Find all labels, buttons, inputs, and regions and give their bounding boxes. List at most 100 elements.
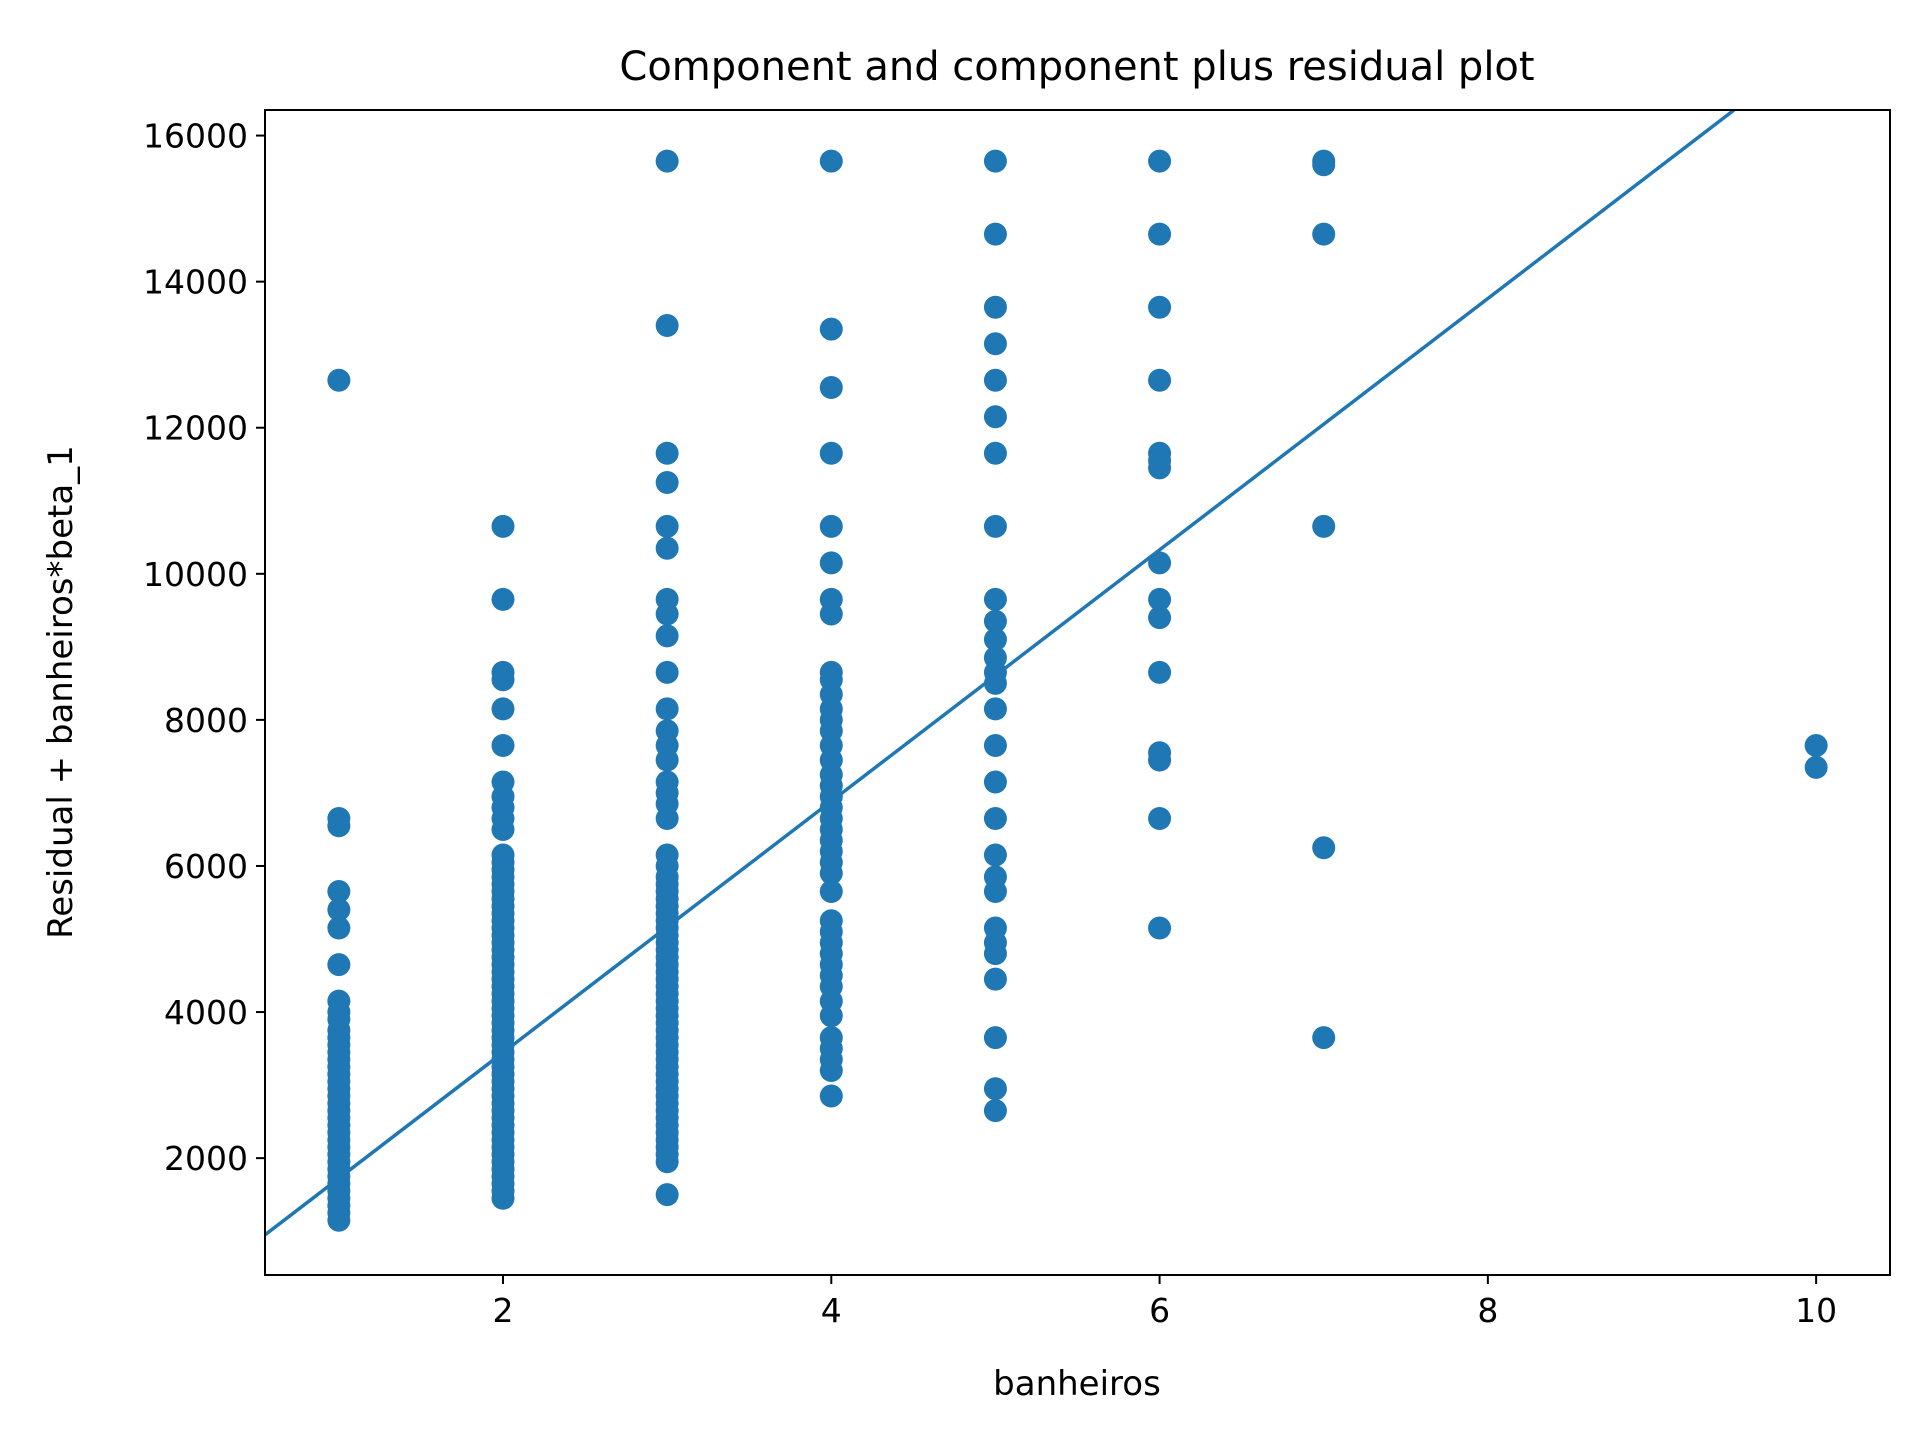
scatter-point xyxy=(983,332,1007,356)
y-tick-label: 10000 xyxy=(143,555,248,594)
scatter-point xyxy=(491,1186,515,1210)
scatter-point xyxy=(1148,806,1172,830)
y-tick-label: 16000 xyxy=(143,117,248,156)
scatter-point xyxy=(655,1150,679,1174)
scatter-point xyxy=(983,671,1007,695)
scatter-point xyxy=(1148,606,1172,630)
scatter-point xyxy=(655,441,679,465)
scatter-point xyxy=(819,1058,843,1082)
scatter-point xyxy=(1312,1026,1336,1050)
y-tick-label: 4000 xyxy=(164,993,248,1032)
scatter-point xyxy=(327,368,351,392)
scatter-point xyxy=(1148,748,1172,772)
scatter-point xyxy=(1804,733,1828,757)
y-tick-label: 14000 xyxy=(143,263,248,302)
x-tick-label: 4 xyxy=(821,1291,842,1330)
scatter-point xyxy=(983,967,1007,991)
scatter-point xyxy=(819,317,843,341)
scatter-point xyxy=(1148,456,1172,480)
chart-title: Component and component plus residual pl… xyxy=(619,44,1534,90)
scatter-point xyxy=(819,880,843,904)
scatter-point xyxy=(655,149,679,173)
scatter-point xyxy=(327,916,351,940)
scatter-point xyxy=(655,536,679,560)
scatter-point xyxy=(819,149,843,173)
scatter-point xyxy=(491,733,515,757)
scatter-point xyxy=(983,1026,1007,1050)
scatter-point xyxy=(327,814,351,838)
scatter-point xyxy=(655,313,679,337)
axes-frame xyxy=(264,109,1891,1276)
scatter-point xyxy=(491,587,515,611)
scatter-point xyxy=(983,628,1007,652)
scatter-point xyxy=(983,587,1007,611)
scatter-point xyxy=(1148,149,1172,173)
scatter-point xyxy=(819,441,843,465)
scatter-point xyxy=(491,817,515,841)
scatter-point xyxy=(655,602,679,626)
scatter-point xyxy=(983,733,1007,757)
y-tick-label: 6000 xyxy=(164,847,248,886)
scatter-point xyxy=(655,660,679,684)
x-tick-label: 6 xyxy=(1149,1291,1170,1330)
scatter-point xyxy=(983,368,1007,392)
scatter-point xyxy=(819,602,843,626)
scatter-point xyxy=(491,514,515,538)
scatter-point xyxy=(819,1084,843,1108)
scatter-point xyxy=(983,295,1007,319)
scatter-point xyxy=(491,697,515,721)
scatter-point xyxy=(655,748,679,772)
scatter-point xyxy=(655,697,679,721)
scatter-point xyxy=(819,514,843,538)
scatter-point xyxy=(983,609,1007,633)
y-tick-label: 8000 xyxy=(164,701,248,740)
scatter-point xyxy=(819,861,843,885)
scatter-point xyxy=(983,843,1007,867)
scatter-point xyxy=(655,806,679,830)
scatter-point xyxy=(327,898,351,922)
scatter-point xyxy=(1148,916,1172,940)
fit-line xyxy=(265,110,1736,1237)
plot-area xyxy=(265,110,1828,1237)
scatter-point xyxy=(983,806,1007,830)
scatter-point xyxy=(327,880,351,904)
scatter-point xyxy=(819,1004,843,1028)
scatter-point xyxy=(819,376,843,400)
scatter-point xyxy=(983,1077,1007,1101)
x-tick-label: 8 xyxy=(1477,1291,1498,1330)
scatter-point xyxy=(983,770,1007,794)
y-tick-label: 12000 xyxy=(143,409,248,448)
x-axis: 2 4 6 8 10 xyxy=(493,1275,1837,1330)
x-tick-label: 2 xyxy=(493,1291,514,1330)
scatter-point xyxy=(819,551,843,575)
scatter-point xyxy=(655,471,679,495)
scatter-point xyxy=(1312,836,1336,860)
scatter-point xyxy=(1312,222,1336,246)
scatter-point xyxy=(983,441,1007,465)
scatter-point xyxy=(1312,153,1336,177)
scatter-point xyxy=(655,514,679,538)
scatter-point xyxy=(983,149,1007,173)
scatter-point xyxy=(1148,660,1172,684)
scatter-point xyxy=(983,405,1007,429)
scatter-point xyxy=(327,953,351,977)
scatter-point xyxy=(1312,514,1336,538)
scatter-point xyxy=(655,624,679,648)
scatter-point xyxy=(983,942,1007,966)
scatter-point xyxy=(1148,368,1172,392)
y-tick-label: 2000 xyxy=(164,1139,248,1178)
scatter-point xyxy=(327,1208,351,1232)
y-axis-title: Residual + banheiros*beta_1 xyxy=(41,445,81,939)
scatter-point xyxy=(983,1099,1007,1123)
x-axis-title: banheiros xyxy=(993,1364,1161,1404)
scatter-point xyxy=(1148,295,1172,319)
scatter-point xyxy=(1148,551,1172,575)
y-axis: 2000 4000 6000 8000 10000 12000 14000 16000 xyxy=(143,117,265,1178)
scatter-point xyxy=(983,514,1007,538)
scatter-point xyxy=(983,222,1007,246)
scatter-point xyxy=(983,880,1007,904)
x-tick-label: 10 xyxy=(1795,1291,1837,1330)
